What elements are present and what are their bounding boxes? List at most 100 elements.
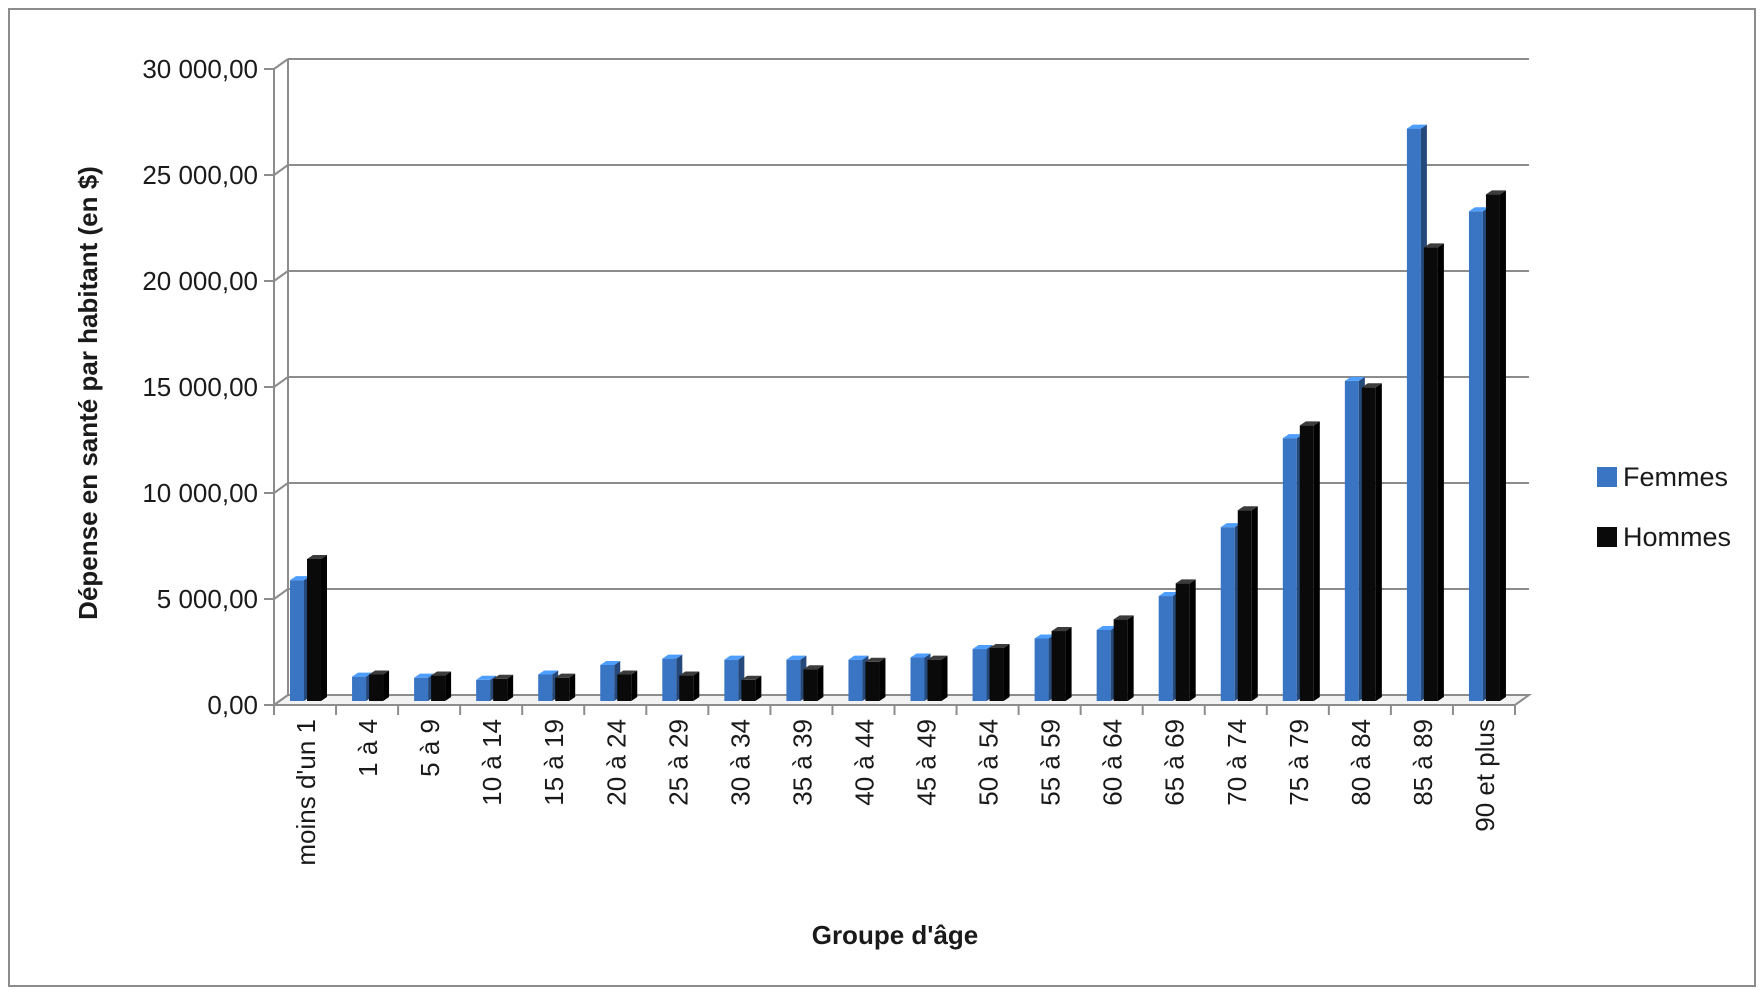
bar-front — [803, 669, 818, 701]
bar-front — [352, 676, 367, 701]
bar-top — [1485, 190, 1506, 195]
bar-front — [865, 661, 880, 701]
x-axis-title: Groupe d'âge — [812, 920, 979, 950]
x-tick-label: 70 à 74 — [1222, 719, 1252, 806]
bar-front — [1299, 425, 1314, 701]
x-tick-label: 50 à 54 — [974, 719, 1004, 806]
legend-label-hommes: Hommes — [1623, 522, 1731, 552]
bar-top — [1175, 579, 1196, 584]
x-tick-label: 45 à 49 — [912, 719, 942, 806]
bar-front — [1096, 629, 1111, 701]
y-tick-labels: 0,00 5 000,00 10 000,00 15 000,00 20 000,00 2… — [142, 54, 258, 720]
bar-front — [1034, 638, 1049, 701]
bar-front — [555, 677, 570, 701]
bar-front — [414, 677, 429, 701]
bar-side — [445, 671, 452, 701]
bar-hommes — [1485, 190, 1506, 701]
bar-top — [1468, 207, 1489, 212]
bar-front — [679, 675, 694, 701]
bar-hommes — [1423, 243, 1444, 701]
x-tick-label: 10 à 14 — [477, 719, 507, 806]
bar-front — [1237, 510, 1252, 701]
bar-front — [927, 659, 942, 701]
gridline-depth — [273, 58, 289, 70]
bar-top — [414, 673, 435, 678]
bar-front — [1468, 211, 1483, 701]
bar-top — [741, 675, 762, 680]
bar-top — [617, 670, 638, 675]
bar-top — [1113, 615, 1134, 620]
bar-top — [352, 672, 373, 677]
x-tick-label: 1 à 4 — [353, 719, 383, 777]
x-tick-label: 15 à 19 — [539, 719, 569, 806]
x-tick-label: 5 à 9 — [415, 719, 445, 777]
chart-floor — [270, 694, 1533, 706]
bar-top — [848, 655, 869, 660]
y-tick-label: 30 000,00 — [142, 54, 258, 84]
gridline-depth — [273, 588, 289, 600]
bar-top — [1282, 434, 1303, 439]
bar-side — [1065, 627, 1072, 701]
bar-top — [1299, 421, 1320, 426]
bar-front — [307, 558, 321, 701]
bar-hommes — [741, 675, 762, 701]
x-tick-label: 80 à 84 — [1346, 719, 1376, 806]
bar-side — [817, 665, 824, 701]
bar-top — [803, 665, 824, 670]
bar-top — [1237, 506, 1258, 511]
bar-side — [1003, 644, 1010, 701]
x-tick-label: 65 à 69 — [1160, 719, 1190, 806]
bar-front — [290, 580, 304, 701]
gridline-depth — [273, 164, 289, 176]
bar-side — [321, 554, 327, 701]
bar-hommes — [927, 655, 948, 701]
bar-top — [1423, 243, 1444, 248]
bar-front — [1344, 380, 1359, 701]
bar-top — [910, 653, 931, 658]
bar-top — [476, 675, 497, 680]
bar-top — [290, 576, 310, 581]
bar-top — [1406, 124, 1427, 129]
bar-hommes — [431, 671, 452, 701]
y-tick-label: 25 000,00 — [142, 160, 258, 190]
bar-top — [1220, 523, 1241, 528]
bar-top — [1361, 383, 1382, 388]
bar-hommes — [307, 554, 327, 701]
chart-frame — [8, 8, 1756, 987]
x-tick-label: moins d'un 1 — [291, 719, 321, 866]
bar-top — [989, 644, 1010, 648]
bar-hommes — [369, 670, 390, 701]
legend: Femmes Hommes — [1597, 462, 1731, 552]
bar-hommes — [555, 673, 576, 701]
gridline-depth — [273, 376, 289, 388]
y-axis-title: Dépense en santé par habitant (en $) — [73, 166, 103, 620]
x-tick-label: 90 et plus — [1470, 719, 1500, 832]
bar-front — [1406, 128, 1421, 702]
grid-layer — [273, 58, 1529, 706]
bar-hommes — [1299, 421, 1320, 701]
bar-top — [555, 673, 576, 678]
bar-front — [848, 659, 863, 701]
x-tick-label: 55 à 59 — [1036, 719, 1066, 806]
bar-top — [972, 645, 993, 650]
bar-front — [493, 678, 508, 701]
bar-front — [369, 674, 384, 701]
bar-top — [1344, 376, 1365, 381]
bar-hommes — [1361, 383, 1382, 701]
bar-front — [476, 679, 491, 701]
bar-top — [679, 671, 700, 676]
bar-front — [1113, 619, 1128, 701]
bar-front — [617, 674, 632, 701]
bar-side — [569, 673, 576, 701]
bar-top — [1096, 625, 1117, 630]
y-tick-label: 20 000,00 — [142, 266, 258, 296]
bar-front — [1423, 247, 1438, 701]
legend-swatch-femmes — [1597, 467, 1617, 487]
bar-hommes — [679, 671, 700, 701]
bar-front — [972, 649, 987, 701]
bar-hommes — [865, 657, 886, 701]
x-tick-label: 35 à 39 — [787, 719, 817, 806]
legend-label-femmes: Femmes — [1623, 462, 1728, 492]
bar-hommes — [1237, 506, 1258, 701]
